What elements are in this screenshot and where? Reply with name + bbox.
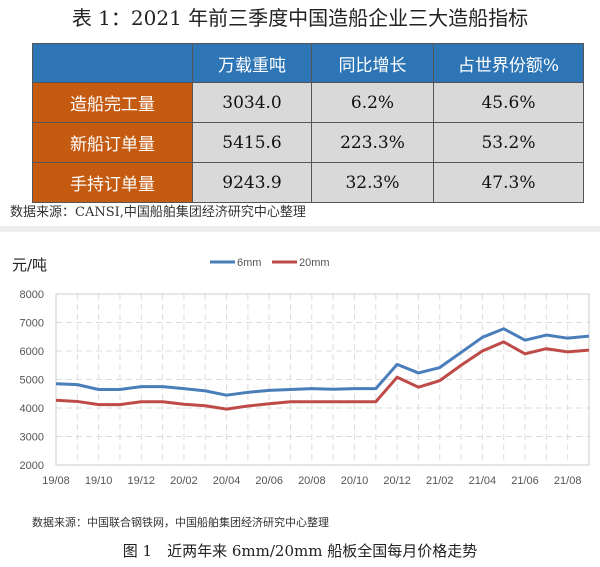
x-tick-label: 21/06	[511, 475, 539, 487]
header-cell	[32, 43, 193, 83]
header-cell: 同比增长	[311, 43, 434, 83]
cell: 3034.0	[192, 82, 312, 123]
y-tick-label: 8000	[20, 289, 44, 301]
header-cell: 万载重吨	[192, 43, 312, 83]
price-line-chart: 2000 3000 4000 5000 6000 7000 8000 19/08 19/10 19…	[20, 257, 590, 487]
row-header: 新船订单量	[32, 122, 193, 163]
y-tick-label: 3000	[20, 432, 44, 444]
series-line-6mm	[55, 327, 590, 397]
cell: 223.3%	[311, 122, 434, 163]
cell: 6.2%	[311, 82, 434, 123]
x-tick-label: 20/12	[383, 475, 411, 487]
legend-label: 6mm	[237, 257, 261, 269]
x-tick-label: 21/02	[426, 475, 454, 487]
x-tick-label: 20/04	[213, 475, 241, 487]
x-tick-label: 21/08	[554, 475, 582, 487]
x-tick-label: 20/06	[255, 475, 283, 487]
cell: 53.2%	[433, 122, 584, 163]
table-row: 新船订单量 5415.6 223.3% 53.2%	[32, 122, 584, 163]
table-title: 表 1：2021 年前三季度中国造船企业三大造船指标	[71, 6, 529, 30]
table-row: 手持订单量 9243.9 32.3% 47.3%	[32, 162, 584, 203]
plot-area	[55, 293, 590, 466]
header-cell: 占世界份额%	[433, 43, 584, 83]
x-tick-label: 19/10	[85, 475, 113, 487]
row-header: 造船完工量	[32, 82, 193, 123]
y-axis-unit: 元/吨	[12, 256, 48, 274]
y-tick-label: 6000	[20, 346, 44, 358]
x-tick-label: 20/08	[298, 475, 326, 487]
x-tick-label: 19/12	[128, 475, 156, 487]
legend-label: 20mm	[299, 257, 330, 269]
divider	[0, 226, 600, 232]
x-tick-label: 20/02	[170, 475, 198, 487]
cell: 47.3%	[433, 162, 584, 203]
x-tick-label: 19/08	[42, 475, 70, 487]
table-row: 造船完工量 3034.0 6.2% 45.6%	[32, 82, 584, 123]
cell: 45.6%	[433, 82, 584, 123]
row-header: 手持订单量	[32, 162, 193, 203]
y-tick-label: 7000	[20, 318, 44, 330]
series-line-20mm	[55, 340, 590, 411]
x-tick-label: 20/10	[341, 475, 369, 487]
y-tick-label: 4000	[20, 403, 44, 415]
shipbuilding-indicators-table: 万载重吨 同比增长 占世界份额% 造船完工量 3034.0 6.2% 45.6%…	[32, 43, 584, 203]
chart-source: 数据来源：中国联合钢铁网，中国船舶集团经济研究中心整理	[32, 516, 329, 529]
cell: 5415.6	[192, 122, 312, 163]
cell: 9243.9	[192, 162, 312, 203]
table-source: 数据来源：CANSI,中国船舶集团经济研究中心整理	[10, 205, 306, 220]
x-tick-label: 21/04	[469, 475, 497, 487]
y-tick-label: 5000	[20, 375, 44, 387]
table-header-row: 万载重吨 同比增长 占世界份额%	[32, 43, 584, 83]
cell: 32.3%	[311, 162, 434, 203]
chart-caption: 图 1 近两年来 6mm/20mm 船板全国每月价格走势	[122, 542, 478, 560]
y-tick-label: 2000	[20, 460, 44, 472]
